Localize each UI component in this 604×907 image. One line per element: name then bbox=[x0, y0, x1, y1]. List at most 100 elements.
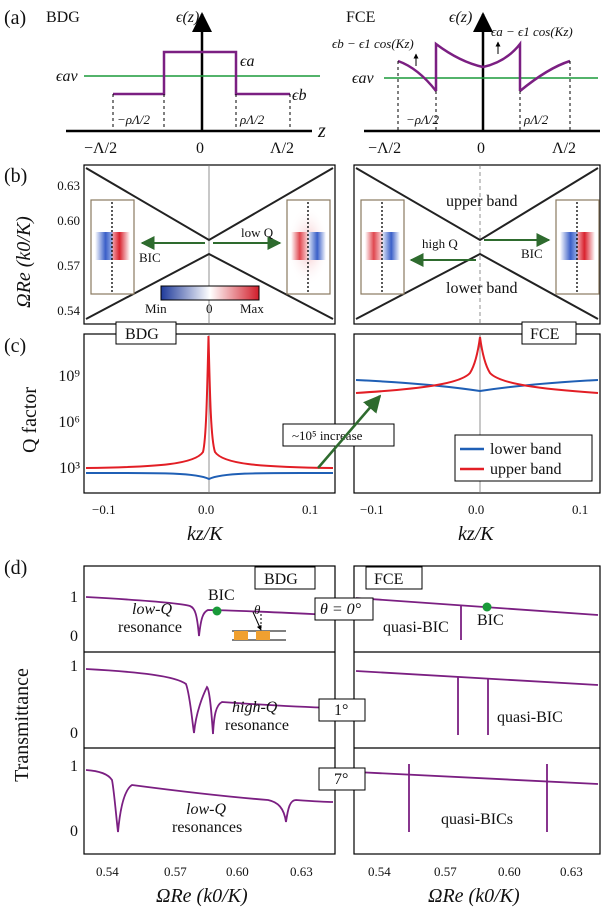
panel-a-bdg: BDG ϵ(z) ϵa ϵb ϵav −ρΛ/2 ρΛ/2 −Λ/2 0 Λ/2… bbox=[46, 9, 326, 157]
panel-d-xticks: 0.54 0.57 0.60 0.63 0.54 0.57 0.60 0.63 … bbox=[96, 864, 583, 907]
d-left-r0-bic-label: BIC bbox=[208, 587, 235, 604]
d-inset-grating: θ bbox=[232, 602, 286, 641]
c-xtick-right-neg: −0.1 bbox=[360, 502, 384, 517]
c-legend-upper-label: upper band bbox=[490, 461, 562, 478]
d-angle1: 1° bbox=[334, 702, 348, 719]
b-right-highq-label: high Q bbox=[422, 236, 458, 251]
panel-b-yticks: 0.63 0.60 0.57 0.54 bbox=[57, 178, 80, 318]
c-ytick-1e6: 10⁶ bbox=[58, 414, 80, 431]
c-right-tag-frame bbox=[521, 321, 577, 345]
c-ytick-1e9: 10⁹ bbox=[58, 368, 80, 385]
c-xlabel-right: kz/K bbox=[458, 523, 495, 545]
b-ytick-063: 0.63 bbox=[57, 178, 80, 193]
d-xtick-l-054: 0.54 bbox=[96, 864, 119, 879]
c-xtick-left-zero: 0.0 bbox=[198, 502, 214, 517]
b-right-lower-band bbox=[355, 252, 599, 320]
d-xlabel-right: ΩRe (k0/K) bbox=[428, 885, 520, 907]
panel-b-label: (b) bbox=[4, 165, 27, 187]
d-xlabel-left: ΩRe (k0/K) bbox=[156, 885, 248, 907]
d-xtick-l-060: 0.60 bbox=[226, 864, 249, 879]
d-angle2: 7° bbox=[334, 771, 348, 788]
b-colorbar-zero: 0 bbox=[206, 301, 213, 316]
panel-b-ylabel: ΩRe (k0/K) bbox=[13, 216, 35, 308]
b-left-upper-band bbox=[85, 167, 334, 242]
fce-profile-right bbox=[519, 59, 571, 92]
bdg-eps-b: ϵb bbox=[292, 87, 306, 104]
b-right-field-inset-left bbox=[360, 199, 405, 295]
d-left-r2-resonances: resonances bbox=[172, 819, 242, 836]
panel-c-right: FCE lower band upper band bbox=[353, 321, 601, 494]
panel-c-xticks: −0.1 0.0 0.1 −0.1 0.0 0.1 kz/K kz/K bbox=[92, 502, 588, 545]
fce-eps-a-expr: ϵa − ϵ1 cos(Kz) bbox=[491, 24, 573, 39]
bdg-eps-av: ϵav bbox=[56, 68, 78, 85]
d-right-frame bbox=[353, 565, 601, 855]
panel-d-ylabel: Transmittance bbox=[11, 668, 33, 782]
panel-d-yticks: 1 0 1 0 1 0 bbox=[70, 589, 78, 840]
c-right-upper-curve bbox=[355, 336, 599, 394]
d-angle0-frame bbox=[314, 597, 374, 621]
d-right-r0-bic-label: BIC bbox=[477, 612, 504, 629]
bdg-title: BDG bbox=[46, 9, 80, 26]
fce-profile-center bbox=[434, 40, 522, 91]
b-ytick-054: 0.54 bbox=[57, 303, 80, 318]
d-ytick-r2-0: 0 bbox=[70, 823, 78, 840]
d-right-tag-frame bbox=[365, 566, 423, 590]
d-ytick-r2-1: 1 bbox=[70, 758, 78, 775]
fce-inner-label-left: −ρΛ/2 bbox=[406, 112, 439, 127]
panel-c-label: (c) bbox=[4, 335, 26, 357]
d-left-r0-resonance: resonance bbox=[118, 619, 182, 636]
d-left-r1-highq: high-Q bbox=[232, 699, 278, 716]
c-xlabel-left: kz/K bbox=[187, 523, 224, 545]
d-right-r0-quasibic: quasi-BIC bbox=[383, 619, 449, 636]
fce-profile-left bbox=[397, 59, 437, 92]
d-left-r0-bic-dot bbox=[212, 606, 222, 616]
b-right-lower-label: lower band bbox=[446, 280, 518, 297]
b-right-upper-band bbox=[355, 167, 599, 242]
b-left-field-inset-left bbox=[90, 199, 135, 295]
c-xtick-right-zero: 0.0 bbox=[468, 502, 484, 517]
d-angle0: θ = 0° bbox=[320, 601, 362, 618]
c-left-upper-curve bbox=[85, 335, 334, 469]
panel-b-right: upper band lower band high Q BIC bbox=[353, 164, 601, 325]
fce-tick-left: −Λ/2 bbox=[368, 140, 401, 157]
b-colorbar-min: Min bbox=[145, 301, 167, 316]
d-right-tag: FCE bbox=[374, 571, 403, 588]
d-right-r0-curve bbox=[355, 597, 599, 616]
d-xtick-r-060: 0.60 bbox=[498, 864, 521, 879]
c-xtick-right-pos: 0.1 bbox=[572, 502, 588, 517]
d-ytick-r0-1: 1 bbox=[70, 589, 78, 606]
d-xtick-r-054: 0.54 bbox=[368, 864, 391, 879]
d-xtick-l-063: 0.63 bbox=[290, 864, 313, 879]
c-xtick-left-pos: 0.1 bbox=[302, 502, 318, 517]
fce-yaxis-label: ϵ(z) bbox=[449, 9, 472, 26]
d-xtick-r-063: 0.63 bbox=[560, 864, 583, 879]
b-right-bic-label: BIC bbox=[521, 246, 543, 261]
b-left-lower-band bbox=[85, 252, 334, 320]
d-right-r2-quasibics: quasi-BICs bbox=[441, 811, 513, 828]
d-ytick-r1-1: 1 bbox=[70, 658, 78, 675]
d-left-r0-lowq: low-Q bbox=[132, 601, 172, 618]
d-xtick-r-057: 0.57 bbox=[434, 864, 457, 879]
panel-b-left: BIC low Q Min 0 Max bbox=[83, 164, 336, 325]
bdg-inner-label-left: −ρΛ/2 bbox=[117, 112, 150, 127]
d-left-r2-curve bbox=[85, 769, 334, 833]
bdg-z-label: z bbox=[317, 120, 326, 142]
b-left-bic-label: BIC bbox=[139, 250, 161, 265]
d-angle1-frame bbox=[318, 698, 366, 722]
d-inset-theta: θ bbox=[254, 602, 261, 617]
bdg-tick-left: −Λ/2 bbox=[84, 140, 117, 157]
c-annotation-arrow bbox=[317, 394, 382, 469]
d-xtick-l-057: 0.57 bbox=[164, 864, 187, 879]
b-right-upper-label: upper band bbox=[446, 193, 518, 210]
d-right-r2-curve bbox=[355, 771, 599, 785]
c-left-lower-curve bbox=[85, 471, 334, 481]
b-ytick-060: 0.60 bbox=[57, 213, 80, 228]
fce-eps-b-expr: ϵb − ϵ1 cos(Kz) bbox=[332, 36, 414, 51]
c-annotation-text: ~10⁵ increase bbox=[292, 428, 363, 443]
fce-tick-zero: 0 bbox=[477, 140, 485, 157]
b-colorbar bbox=[160, 285, 260, 301]
bdg-inner-label-right: ρΛ/2 bbox=[239, 112, 265, 127]
b-left-field-inset-right bbox=[286, 199, 331, 295]
d-left-r0-curve bbox=[85, 596, 334, 637]
